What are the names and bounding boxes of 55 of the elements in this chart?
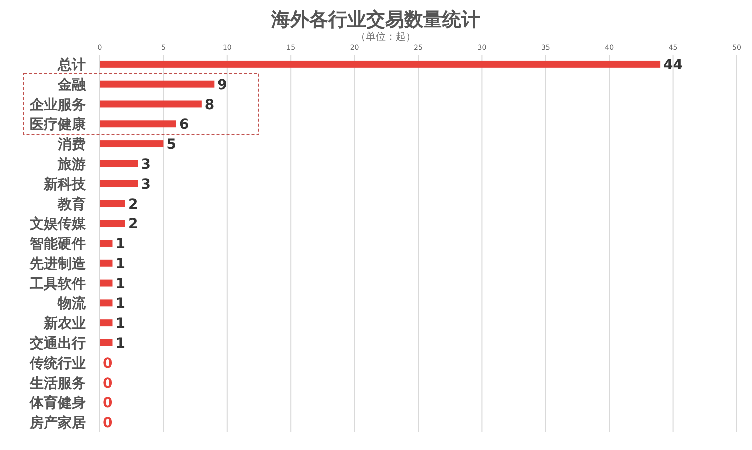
bar — [100, 160, 138, 168]
bar — [100, 140, 164, 148]
bar — [100, 339, 113, 346]
bar — [100, 260, 113, 267]
bar — [100, 200, 126, 208]
data-label: 1 — [116, 336, 126, 352]
y-tick-label: 房产家居 — [29, 414, 86, 432]
bar — [100, 100, 202, 108]
y-tick-label: 医疗健康 — [30, 116, 87, 134]
bar — [100, 120, 176, 128]
y-tick-label: 文娱传媒 — [29, 216, 87, 233]
data-label: 5 — [166, 137, 176, 154]
y-tick-label: 旅游 — [57, 156, 86, 173]
y-tick-label: 消费 — [57, 137, 86, 154]
y-tick-label: 企业服务 — [29, 97, 86, 114]
data-label: 44 — [664, 57, 684, 74]
bar — [100, 80, 215, 88]
bar — [100, 220, 126, 228]
y-tick-label: 工具软件 — [29, 276, 86, 292]
data-label: 2 — [128, 196, 138, 213]
y-tick-label: 新科技 — [43, 176, 87, 193]
data-label: 1 — [116, 236, 126, 253]
y-tick-label: 传统行业 — [29, 354, 86, 372]
y-tick-label: 新农业 — [43, 315, 86, 332]
chart-title: 海外各行业交易数量统计 — [270, 9, 480, 31]
data-label: 1 — [116, 256, 126, 272]
y-tick-label: 总计 — [57, 57, 86, 74]
data-label: 2 — [128, 216, 138, 233]
y-tick-label: 金融 — [57, 77, 87, 94]
data-label: 1 — [116, 316, 126, 332]
data-label: 0 — [103, 396, 113, 412]
data-label: 0 — [103, 416, 113, 432]
data-label: 0 — [103, 376, 113, 392]
data-label: 3 — [141, 156, 151, 173]
data-label: 8 — [204, 97, 215, 114]
data-label: 9 — [218, 77, 228, 94]
data-label: 1 — [116, 296, 126, 312]
y-tick-label: 教育 — [57, 196, 86, 213]
y-tick-label: 智能硬件 — [29, 236, 86, 253]
data-label: 3 — [141, 176, 151, 193]
data-label: 1 — [116, 276, 126, 292]
y-tick-label: 交通出行 — [29, 335, 86, 352]
bar — [100, 320, 113, 327]
y-tick-label: 生活服务 — [29, 376, 86, 392]
y-tick-label: 体育健身 — [29, 394, 86, 412]
bar — [100, 300, 113, 307]
bar — [100, 280, 113, 287]
bar — [100, 180, 138, 188]
y-tick-label: 物流 — [57, 295, 87, 312]
data-label: 6 — [179, 117, 190, 134]
bar — [100, 240, 113, 247]
bar — [100, 60, 661, 68]
data-label: 0 — [103, 356, 113, 372]
chart-subtitle: （单位：起） — [356, 31, 416, 43]
y-tick-label: 先进制造 — [29, 256, 87, 272]
